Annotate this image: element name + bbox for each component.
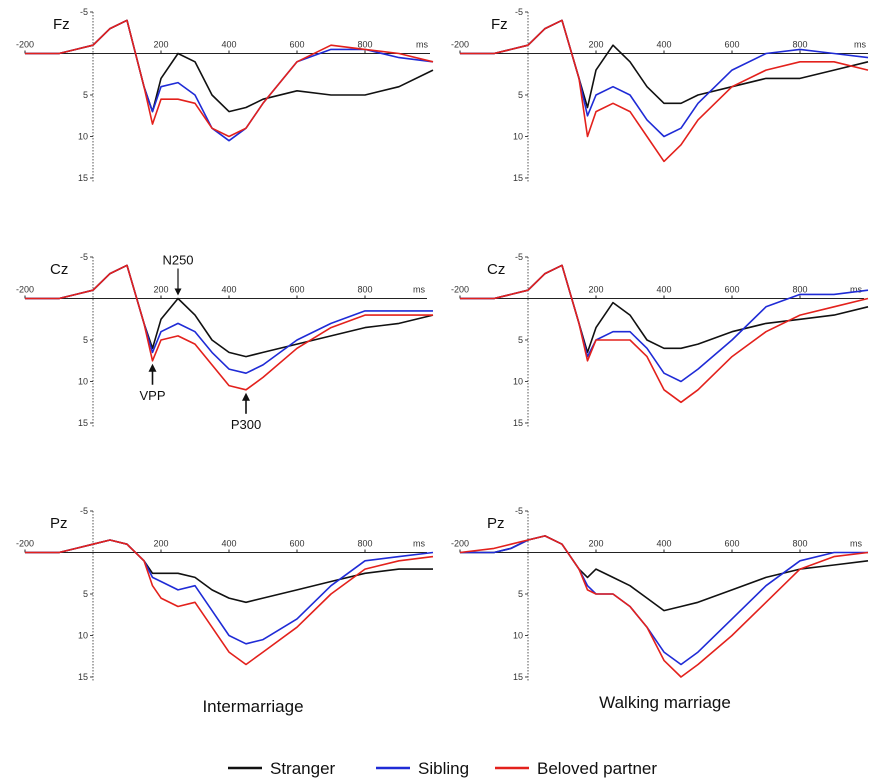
annotation-arrowhead-n250 xyxy=(174,288,182,296)
y-tick-label: 15 xyxy=(513,418,523,428)
channel-label: Cz xyxy=(50,261,68,278)
x-tick-label: 600 xyxy=(289,40,304,50)
x-tick-label: 800 xyxy=(357,285,372,295)
y-tick-label: 5 xyxy=(518,589,523,599)
panel-walking-marriage-fz: -200 200 400 600 800 ms -5 5 10 15 Fz xyxy=(451,7,869,183)
y-tick-label: -5 xyxy=(80,7,88,17)
y-tick-label: 5 xyxy=(83,589,88,599)
x-tick-label: 400 xyxy=(221,40,236,50)
series-line-beloved-partner xyxy=(460,264,869,404)
erp-panels: -200 200 400 600 800 ms -5 5 10 15 Fz -200 200 400 600… xyxy=(16,7,869,682)
y-tick-label: 5 xyxy=(83,335,88,345)
legend-label-stranger: Stranger xyxy=(270,759,336,778)
x-tick-label: 800 xyxy=(792,539,807,549)
series-line-beloved-partner xyxy=(25,264,433,391)
annotation-label-p300: P300 xyxy=(231,417,261,432)
x-tick-label: 800 xyxy=(357,40,372,50)
series-line-sibling xyxy=(460,19,869,138)
y-tick-label: -5 xyxy=(515,7,523,17)
y-tick-label: 15 xyxy=(78,672,88,682)
x-tick-label: -200 xyxy=(451,285,469,295)
panel-intermarriage-fz: -200 200 400 600 800 ms -5 5 10 15 Fz xyxy=(16,7,434,183)
x-tick-label: 200 xyxy=(588,285,603,295)
y-tick-label: 5 xyxy=(518,90,523,100)
x-tick-label: 800 xyxy=(792,285,807,295)
x-unit-label: ms xyxy=(850,285,862,295)
panel-walking-marriage-cz: -200 200 400 600 800 ms -5 5 10 15 Cz xyxy=(451,252,869,428)
x-tick-label: -200 xyxy=(16,40,34,50)
series-line-sibling xyxy=(460,535,868,666)
y-tick-label: 5 xyxy=(83,90,88,100)
annotation-label-n250: N250 xyxy=(162,253,193,268)
y-tick-label: -5 xyxy=(80,252,88,262)
y-tick-label: -5 xyxy=(515,252,523,262)
series-line-beloved-partner xyxy=(460,19,869,163)
x-tick-label: 600 xyxy=(289,539,304,549)
series-line-beloved-partner xyxy=(459,535,869,678)
series-line-sibling xyxy=(25,19,434,142)
x-unit-label: ms xyxy=(850,539,862,549)
series-line-sibling xyxy=(25,264,433,374)
channel-label: Fz xyxy=(53,16,70,33)
legend-label-beloved-partner: Beloved partner xyxy=(537,759,657,778)
channel-label: Pz xyxy=(487,515,505,532)
x-unit-label: ms xyxy=(413,285,425,295)
y-tick-label: 10 xyxy=(513,377,523,387)
legend-label-sibling: Sibling xyxy=(418,759,469,778)
x-unit-label: ms xyxy=(413,539,425,549)
x-tick-label: -200 xyxy=(451,40,469,50)
y-tick-label: -5 xyxy=(80,506,88,516)
y-tick-label: 10 xyxy=(78,132,88,142)
x-tick-label: 800 xyxy=(792,40,807,50)
y-tick-label: 15 xyxy=(513,672,523,682)
x-tick-label: 800 xyxy=(357,539,372,549)
x-tick-label: 600 xyxy=(724,285,739,295)
group-label-intermarriage: Intermarriage xyxy=(202,697,303,716)
y-tick-label: 15 xyxy=(78,173,88,183)
x-tick-label: 200 xyxy=(153,285,168,295)
channel-label: Fz xyxy=(491,16,508,33)
annotation-arrowhead-vpp xyxy=(148,363,157,372)
series-line-sibling xyxy=(460,264,869,383)
x-tick-label: 600 xyxy=(724,539,739,549)
x-tick-label: 400 xyxy=(656,40,671,50)
x-unit-label: ms xyxy=(854,40,866,50)
y-tick-label: 10 xyxy=(513,631,523,641)
annotation-label-vpp: VPP xyxy=(139,388,165,403)
y-tick-label: 5 xyxy=(518,335,523,345)
x-tick-label: 400 xyxy=(221,539,236,549)
y-tick-label: 15 xyxy=(78,418,88,428)
y-tick-label: 10 xyxy=(78,377,88,387)
x-tick-label: 200 xyxy=(588,40,603,50)
x-tick-label: -200 xyxy=(451,539,469,549)
panel-intermarriage-pz: -200 200 400 600 800 ms -5 5 10 15 Pz xyxy=(16,506,434,682)
y-tick-label: 10 xyxy=(78,631,88,641)
y-tick-label: 15 xyxy=(513,173,523,183)
y-tick-label: -5 xyxy=(515,506,523,516)
x-tick-label: 200 xyxy=(153,40,168,50)
x-tick-label: -200 xyxy=(16,285,34,295)
channel-label: Pz xyxy=(50,515,68,532)
panel-intermarriage-cz: -200 200 400 600 800 ms -5 5 10 15 Cz N250 VPP P300 xyxy=(16,252,434,432)
x-tick-label: -200 xyxy=(16,539,34,549)
x-tick-label: 600 xyxy=(724,40,739,50)
series-line-beloved-partner xyxy=(25,19,434,138)
x-unit-label: ms xyxy=(416,40,428,50)
y-tick-label: 10 xyxy=(513,132,523,142)
x-tick-label: 400 xyxy=(221,285,236,295)
x-tick-label: 600 xyxy=(289,285,304,295)
annotation-arrowhead-p300 xyxy=(242,392,250,401)
legend: Stranger Sibling Beloved partner xyxy=(228,759,657,778)
channel-label: Cz xyxy=(487,261,505,278)
group-label-walking-marriage: Walking marriage xyxy=(599,693,731,712)
series-line-beloved-partner xyxy=(25,539,434,666)
x-tick-label: 200 xyxy=(153,539,168,549)
x-tick-label: 400 xyxy=(656,539,671,549)
x-tick-label: 400 xyxy=(656,285,671,295)
panel-walking-marriage-pz: -200 200 400 600 800 ms -5 5 10 15 Pz xyxy=(451,506,869,682)
x-tick-label: 200 xyxy=(588,539,603,549)
